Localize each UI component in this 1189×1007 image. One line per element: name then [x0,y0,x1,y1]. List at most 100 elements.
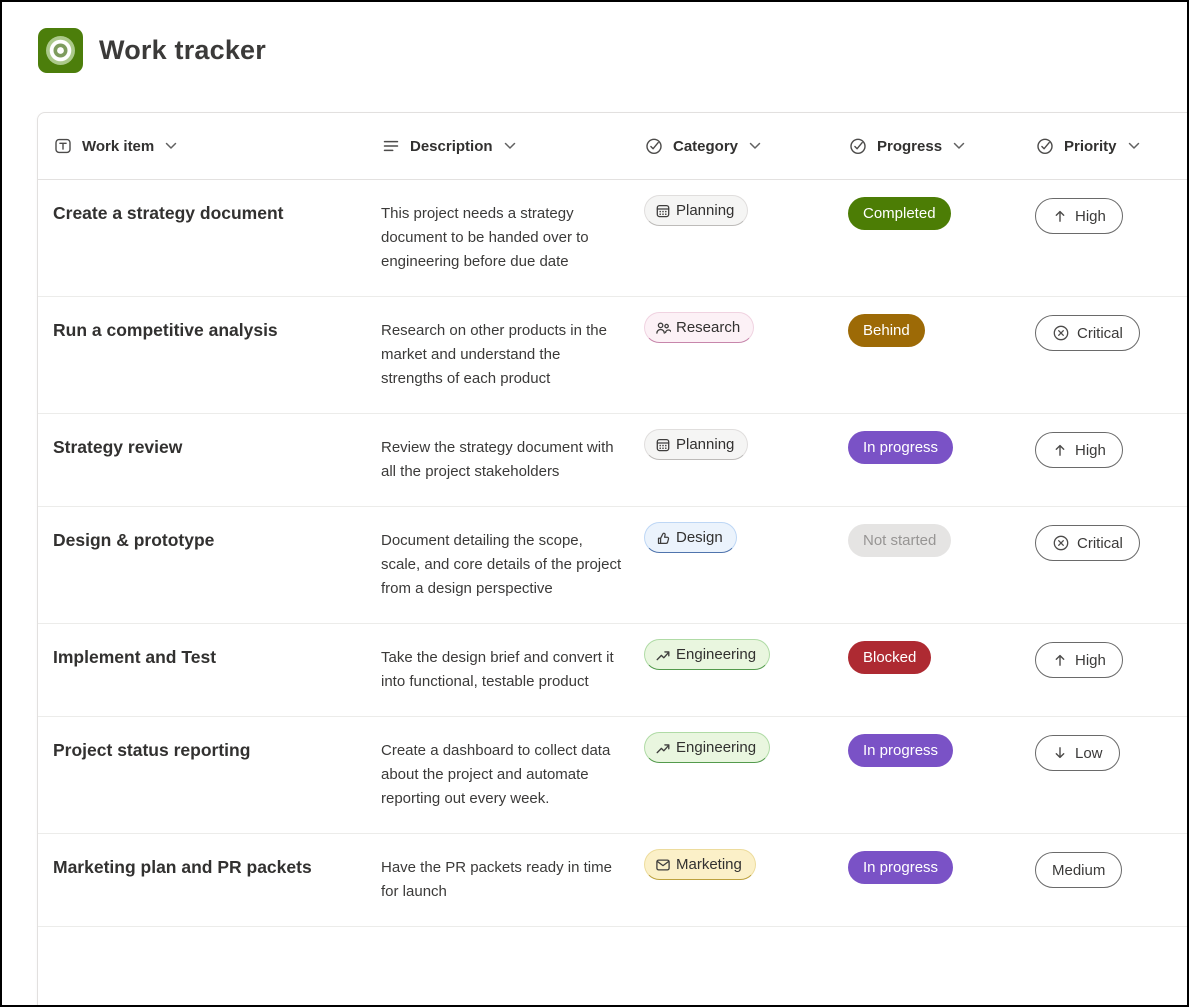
column-header-priority[interactable]: Priority [1035,136,1187,156]
progress-cell[interactable]: In progress [848,717,1035,833]
work-item-cell[interactable]: Run a competitive analysis [53,320,278,340]
column-header-progress[interactable]: Progress [848,136,1035,156]
category-cell[interactable]: Engineering [644,624,848,716]
priority-pill[interactable]: High [1035,642,1123,678]
category-cell[interactable]: Planning [644,180,848,296]
table-row: Create a strategy document This project … [38,180,1187,297]
page-title: Work tracker [99,35,266,65]
category-label: Engineering [676,739,757,756]
priority-cell[interactable]: High [1035,180,1187,296]
priority-pill[interactable]: High [1035,432,1123,468]
category-label: Planning [676,436,735,453]
chevron-down-icon[interactable] [504,142,516,150]
progress-pill[interactable]: Not started [848,524,952,557]
chevron-down-icon[interactable] [165,142,177,150]
text-lines-icon [381,136,401,156]
progress-pill[interactable]: In progress [848,851,954,884]
arrow-up-icon [1052,442,1068,458]
category-label: Research [676,319,741,336]
work-item-cell[interactable]: Create a strategy document [53,203,284,223]
priority-pill[interactable]: High [1035,198,1123,234]
work-item-cell[interactable]: Project status reporting [53,740,251,760]
category-pill[interactable]: Design [644,522,737,553]
category-label: Design [676,529,723,546]
priority-cell[interactable]: Critical [1035,507,1187,623]
priority-label: Low [1075,744,1103,762]
priority-pill[interactable]: Low [1035,735,1120,771]
description-cell[interactable]: Review the strategy document with all th… [381,439,614,480]
chevron-down-icon[interactable] [953,142,965,150]
category-label: Engineering [676,646,757,663]
priority-label: High [1075,651,1106,669]
category-pill[interactable]: Engineering [644,639,771,670]
table-row: Run a competitive analysis Research on o… [38,297,1187,414]
progress-pill[interactable]: In progress [848,431,954,464]
dismiss-circle-icon [1052,534,1070,552]
column-header-category[interactable]: Category [644,136,848,156]
table-header-row: Work item Description Category Progress [38,113,1187,180]
progress-cell[interactable]: In progress [848,834,1035,926]
progress-cell[interactable]: Completed [848,180,1035,296]
category-pill[interactable]: Planning [644,429,749,460]
app-header: Work tracker [2,2,1187,73]
category-label: Marketing [676,856,742,873]
work-item-cell[interactable]: Design & prototype [53,530,215,550]
priority-cell[interactable]: Medium [1035,834,1187,926]
table-row: Implement and Test Take the design brief… [38,624,1187,717]
priority-label: Medium [1052,861,1106,879]
description-cell[interactable]: Create a dashboard to collect data about… [381,742,611,807]
chevron-down-icon[interactable] [1128,142,1140,150]
priority-cell[interactable]: Critical [1035,297,1187,413]
progress-cell[interactable]: Blocked [848,624,1035,716]
table-row: Design & prototype Document detailing th… [38,507,1187,624]
description-cell[interactable]: Take the design brief and convert it int… [381,649,614,690]
category-pill[interactable]: Marketing [644,849,756,880]
priority-pill[interactable]: Medium [1035,852,1123,888]
priority-pill[interactable]: Critical [1035,315,1140,351]
category-label: Planning [676,202,735,219]
category-pill[interactable]: Research [644,312,755,343]
priority-label: High [1075,441,1106,459]
description-cell[interactable]: Document detailing the scope, scale, and… [381,532,622,597]
work-item-cell[interactable]: Marketing plan and PR packets [53,857,312,877]
description-cell[interactable]: Research on other products in the market… [381,322,607,387]
calendar-icon [655,203,671,219]
chevron-down-icon[interactable] [749,142,761,150]
column-header-description[interactable]: Description [381,136,644,156]
category-pill[interactable]: Planning [644,195,749,226]
progress-cell[interactable]: In progress [848,414,1035,506]
work-tracker-app-icon [38,28,83,73]
choice-circle-check-icon [848,136,868,156]
progress-pill[interactable]: Completed [848,197,951,230]
priority-pill[interactable]: Critical [1035,525,1140,561]
priority-cell[interactable]: Low [1035,717,1187,833]
category-pill[interactable]: Engineering [644,732,771,763]
category-cell[interactable]: Research [644,297,848,413]
arrow-down-icon [1052,745,1068,761]
progress-pill[interactable]: In progress [848,734,954,767]
work-tracker-table: Work item Description Category Progress [37,112,1187,1005]
choice-circle-check-icon [644,136,664,156]
category-cell[interactable]: Planning [644,414,848,506]
calendar-icon [655,437,671,453]
description-cell[interactable]: This project needs a strategy document t… [381,205,589,270]
category-cell[interactable]: Marketing [644,834,848,926]
category-cell[interactable]: Engineering [644,717,848,833]
progress-pill[interactable]: Behind [848,314,925,347]
people-icon [655,320,671,336]
progress-cell[interactable]: Not started [848,507,1035,623]
priority-label: Critical [1077,534,1123,552]
description-cell[interactable]: Have the PR packets ready in time for la… [381,859,612,900]
work-item-cell[interactable]: Implement and Test [53,647,217,667]
column-header-work-item[interactable]: Work item [53,136,381,156]
priority-cell[interactable]: High [1035,414,1187,506]
priority-cell[interactable]: High [1035,624,1187,716]
column-label: Category [673,137,739,155]
choice-circle-check-icon [1035,136,1055,156]
progress-pill[interactable]: Blocked [848,641,932,674]
work-item-cell[interactable]: Strategy review [53,437,183,457]
progress-cell[interactable]: Behind [848,297,1035,413]
mail-icon [655,857,671,873]
category-cell[interactable]: Design [644,507,848,623]
